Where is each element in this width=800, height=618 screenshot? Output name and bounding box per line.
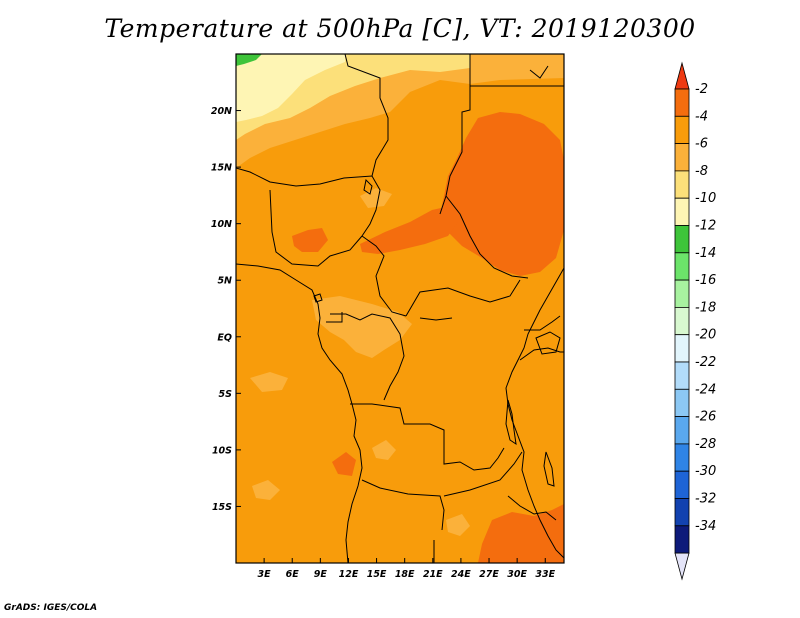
lon-tick-label: 12E — [339, 569, 359, 580]
lon-tick-label: 9E — [314, 569, 328, 580]
field-zone-southwest-warm — [332, 452, 356, 476]
lon-tick-label: 15E — [367, 569, 387, 580]
lat-tick-label: 15S — [212, 502, 232, 513]
lon-tick-label: 18E — [395, 569, 415, 580]
border-nigeria-cameroon — [269, 189, 363, 267]
border-zambia — [443, 451, 523, 497]
field-zone-southeast-warm — [478, 504, 564, 563]
border-uganda — [524, 315, 561, 331]
colorbar-segment — [674, 525, 690, 554]
colorbar-label: -10 — [695, 191, 716, 206]
field-zone-central-warm — [360, 206, 458, 254]
lat-tick-label: 5N — [217, 276, 232, 287]
coast-red-sea — [529, 65, 549, 79]
grads-credit: GrADS: IGES/COLA — [4, 603, 98, 613]
border-tanzania — [519, 347, 564, 361]
river-segment — [419, 317, 453, 321]
map-title: Temperature at 500hPa [C], VT: 201912030… — [104, 14, 696, 43]
longitude-axis: 3E 6E 9E 12E 15E 18E 21E 24E 27E 30E 33E — [258, 558, 556, 580]
lon-tick-label: 27E — [479, 569, 499, 580]
field-zone-south-cool-2 — [252, 480, 280, 500]
colorbar-label: -8 — [695, 164, 708, 179]
lon-tick-label: 24E — [451, 569, 471, 580]
lon-tick-label: 30E — [507, 569, 527, 580]
colorbar-segment — [674, 388, 690, 417]
colorbar-label: -30 — [695, 464, 716, 479]
border-north-1 — [344, 54, 389, 177]
field-zone-central-cool — [312, 296, 412, 358]
lat-tick-label: 20N — [211, 106, 232, 117]
lat-tick-label: 15N — [211, 163, 232, 174]
plot-frame — [235, 53, 565, 564]
border-chad-sudan — [445, 195, 529, 279]
colorbar-label: -20 — [695, 328, 716, 343]
colorbar-segment — [674, 143, 690, 172]
latitude-axis: 20N 15N 10N 5N EQ 5S 10S 15S — [211, 106, 241, 513]
border-drc-angola — [350, 403, 505, 471]
map-borders — [236, 54, 564, 563]
lake-tanganyika — [505, 399, 517, 446]
lat-tick-label: 5S — [219, 389, 233, 400]
colorbar-label: -16 — [695, 273, 716, 288]
lake-chad — [363, 178, 373, 195]
colorbar-segment — [674, 443, 690, 472]
border-congo — [330, 313, 405, 401]
colorbar-label: -26 — [695, 410, 716, 425]
field-zone-west-warm — [292, 228, 328, 252]
colorbar-segment — [674, 88, 690, 117]
lat-tick-label: EQ — [217, 332, 232, 343]
colorbar-segment — [674, 115, 690, 145]
border-car-south — [405, 279, 521, 317]
field-zone-green-patch — [236, 54, 262, 66]
border-gabon — [326, 312, 343, 323]
colorbar: -2 -4 -6 -8 -10 -12 -14 -16 -18 -20 -22 -24 -26 -28 -3… — [674, 61, 716, 581]
field-zone-south-cool-4 — [446, 514, 470, 536]
colorbar-label: -6 — [695, 137, 708, 152]
colorbar-segment — [674, 334, 690, 363]
island-bioko — [313, 293, 323, 303]
colorbar-label: -2 — [695, 82, 708, 97]
colorbar-segment — [674, 470, 690, 499]
lon-tick-label: 3E — [258, 569, 272, 580]
temperature-field — [236, 54, 564, 563]
colorbar-label: -34 — [695, 519, 716, 534]
coastline-west-africa — [236, 263, 363, 563]
border-niger-nigeria — [236, 167, 381, 237]
colorbar-label: -14 — [695, 246, 716, 261]
colorbar-segment — [674, 306, 690, 336]
lake-malawi — [543, 451, 555, 487]
colorbar-segment — [674, 252, 690, 281]
lat-tick-label: 10N — [211, 219, 232, 230]
colorbar-label: -32 — [695, 492, 716, 507]
field-zone-north-cold — [236, 54, 345, 122]
colorbar-segment — [674, 498, 690, 527]
colorbar-label: -22 — [695, 355, 716, 370]
field-zone-south-cool-1 — [250, 372, 288, 392]
colorbar-label: -18 — [695, 300, 716, 315]
lat-tick-label: 10S — [212, 445, 232, 456]
field-zone-east-warm — [440, 112, 564, 276]
colorbar-label: -24 — [695, 382, 716, 397]
border-angola-south — [361, 479, 445, 531]
lon-tick-label: 33E — [535, 569, 555, 580]
colorbar-segment — [674, 225, 690, 254]
colorbar-segment — [674, 416, 690, 445]
border-cameroon-car — [361, 235, 407, 317]
colorbar-segment — [674, 170, 690, 199]
field-zone-south-cool-3 — [372, 440, 396, 460]
colorbar-bottom-arrow — [674, 552, 690, 581]
colorbar-segment — [674, 361, 690, 390]
border-mozambique — [507, 495, 557, 521]
lon-tick-label: 6E — [286, 569, 300, 580]
colorbar-label: -4 — [695, 109, 708, 124]
colorbar-label: -12 — [695, 219, 716, 234]
colorbar-segment — [674, 197, 690, 226]
lon-tick-label: 21E — [423, 569, 443, 580]
lake-victoria — [535, 331, 561, 355]
colorbar-segment — [674, 279, 690, 308]
colorbar-label: -28 — [695, 437, 716, 452]
colorbar-top-arrow — [674, 61, 690, 90]
